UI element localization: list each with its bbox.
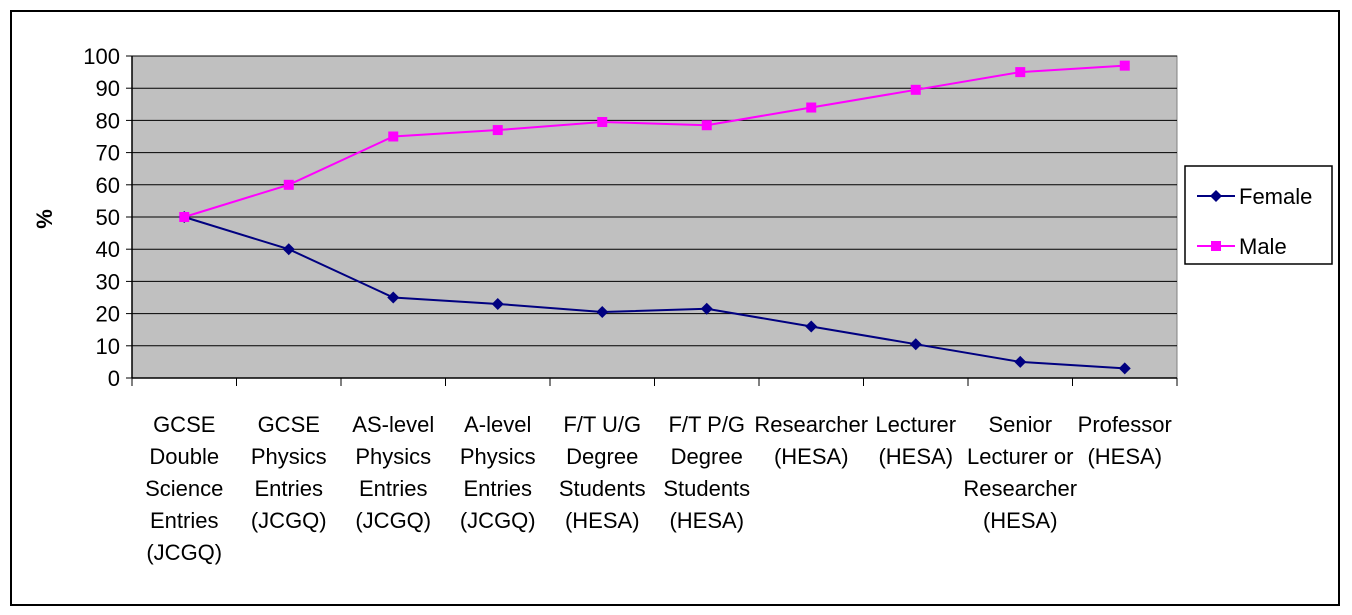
y-tick-label: 90 bbox=[96, 76, 120, 101]
y-tick-label: 40 bbox=[96, 237, 120, 262]
x-tick-label: AS-level Physics Entries (JCGQ) bbox=[352, 412, 434, 533]
data-point-female bbox=[1118, 362, 1131, 375]
data-point-female bbox=[1014, 355, 1027, 368]
data-point-female bbox=[596, 305, 609, 318]
series-line-male bbox=[183, 64, 1125, 218]
data-point-male bbox=[179, 212, 190, 222]
x-tick-label: F/T P/G Degree Students (HESA) bbox=[663, 412, 750, 533]
data-point-male bbox=[492, 125, 503, 136]
data-point-male bbox=[806, 102, 817, 113]
legend-label-female: Female bbox=[1239, 184, 1312, 209]
y-axis-title: % bbox=[32, 209, 57, 229]
y-tick-label: 60 bbox=[96, 173, 120, 198]
x-tick-label: A-level Physics Entries (JCGQ) bbox=[460, 412, 536, 533]
y-tick-label: 100 bbox=[83, 44, 120, 69]
y-tick-label: 10 bbox=[96, 334, 120, 359]
y-tick-label: 0 bbox=[108, 366, 120, 391]
y-tick-label: 80 bbox=[96, 108, 120, 133]
x-tick-label: Professor (HESA) bbox=[1078, 412, 1172, 469]
legend-marker-male bbox=[1211, 241, 1221, 251]
data-point-female bbox=[282, 243, 295, 256]
data-point-male bbox=[388, 131, 399, 142]
legend-label-male: Male bbox=[1239, 234, 1287, 259]
x-tick-label: Lecturer (HESA) bbox=[875, 412, 956, 469]
y-tick-label: 30 bbox=[96, 269, 120, 294]
data-point-male bbox=[701, 120, 712, 131]
legend-marker-female bbox=[1210, 190, 1222, 202]
x-tick-label: F/T U/G Degree Students (HESA) bbox=[559, 412, 646, 533]
y-tick-label: 70 bbox=[96, 141, 120, 166]
data-point-female bbox=[700, 302, 713, 315]
x-tick-label: Researcher (HESA) bbox=[754, 412, 868, 469]
data-point-female bbox=[909, 338, 922, 351]
y-tick-label: 20 bbox=[96, 302, 120, 327]
series-line-female bbox=[183, 216, 1125, 370]
data-point-female bbox=[387, 291, 400, 304]
y-tick-label: 50 bbox=[96, 205, 120, 230]
x-tick-label: Senior Lecturer or Researcher (HESA) bbox=[963, 412, 1077, 533]
data-point-female bbox=[805, 320, 818, 333]
data-point-female bbox=[491, 297, 504, 310]
data-point-male bbox=[597, 117, 608, 128]
data-point-male bbox=[1119, 60, 1130, 71]
legend-box bbox=[1184, 165, 1333, 265]
x-tick-label: GCSE Double Science Entries (JCGQ) bbox=[145, 412, 223, 565]
data-point-male bbox=[283, 179, 294, 190]
data-point-male bbox=[1015, 67, 1026, 78]
x-tick-label: GCSE Physics Entries (JCGQ) bbox=[251, 412, 327, 533]
data-point-male bbox=[910, 84, 921, 95]
